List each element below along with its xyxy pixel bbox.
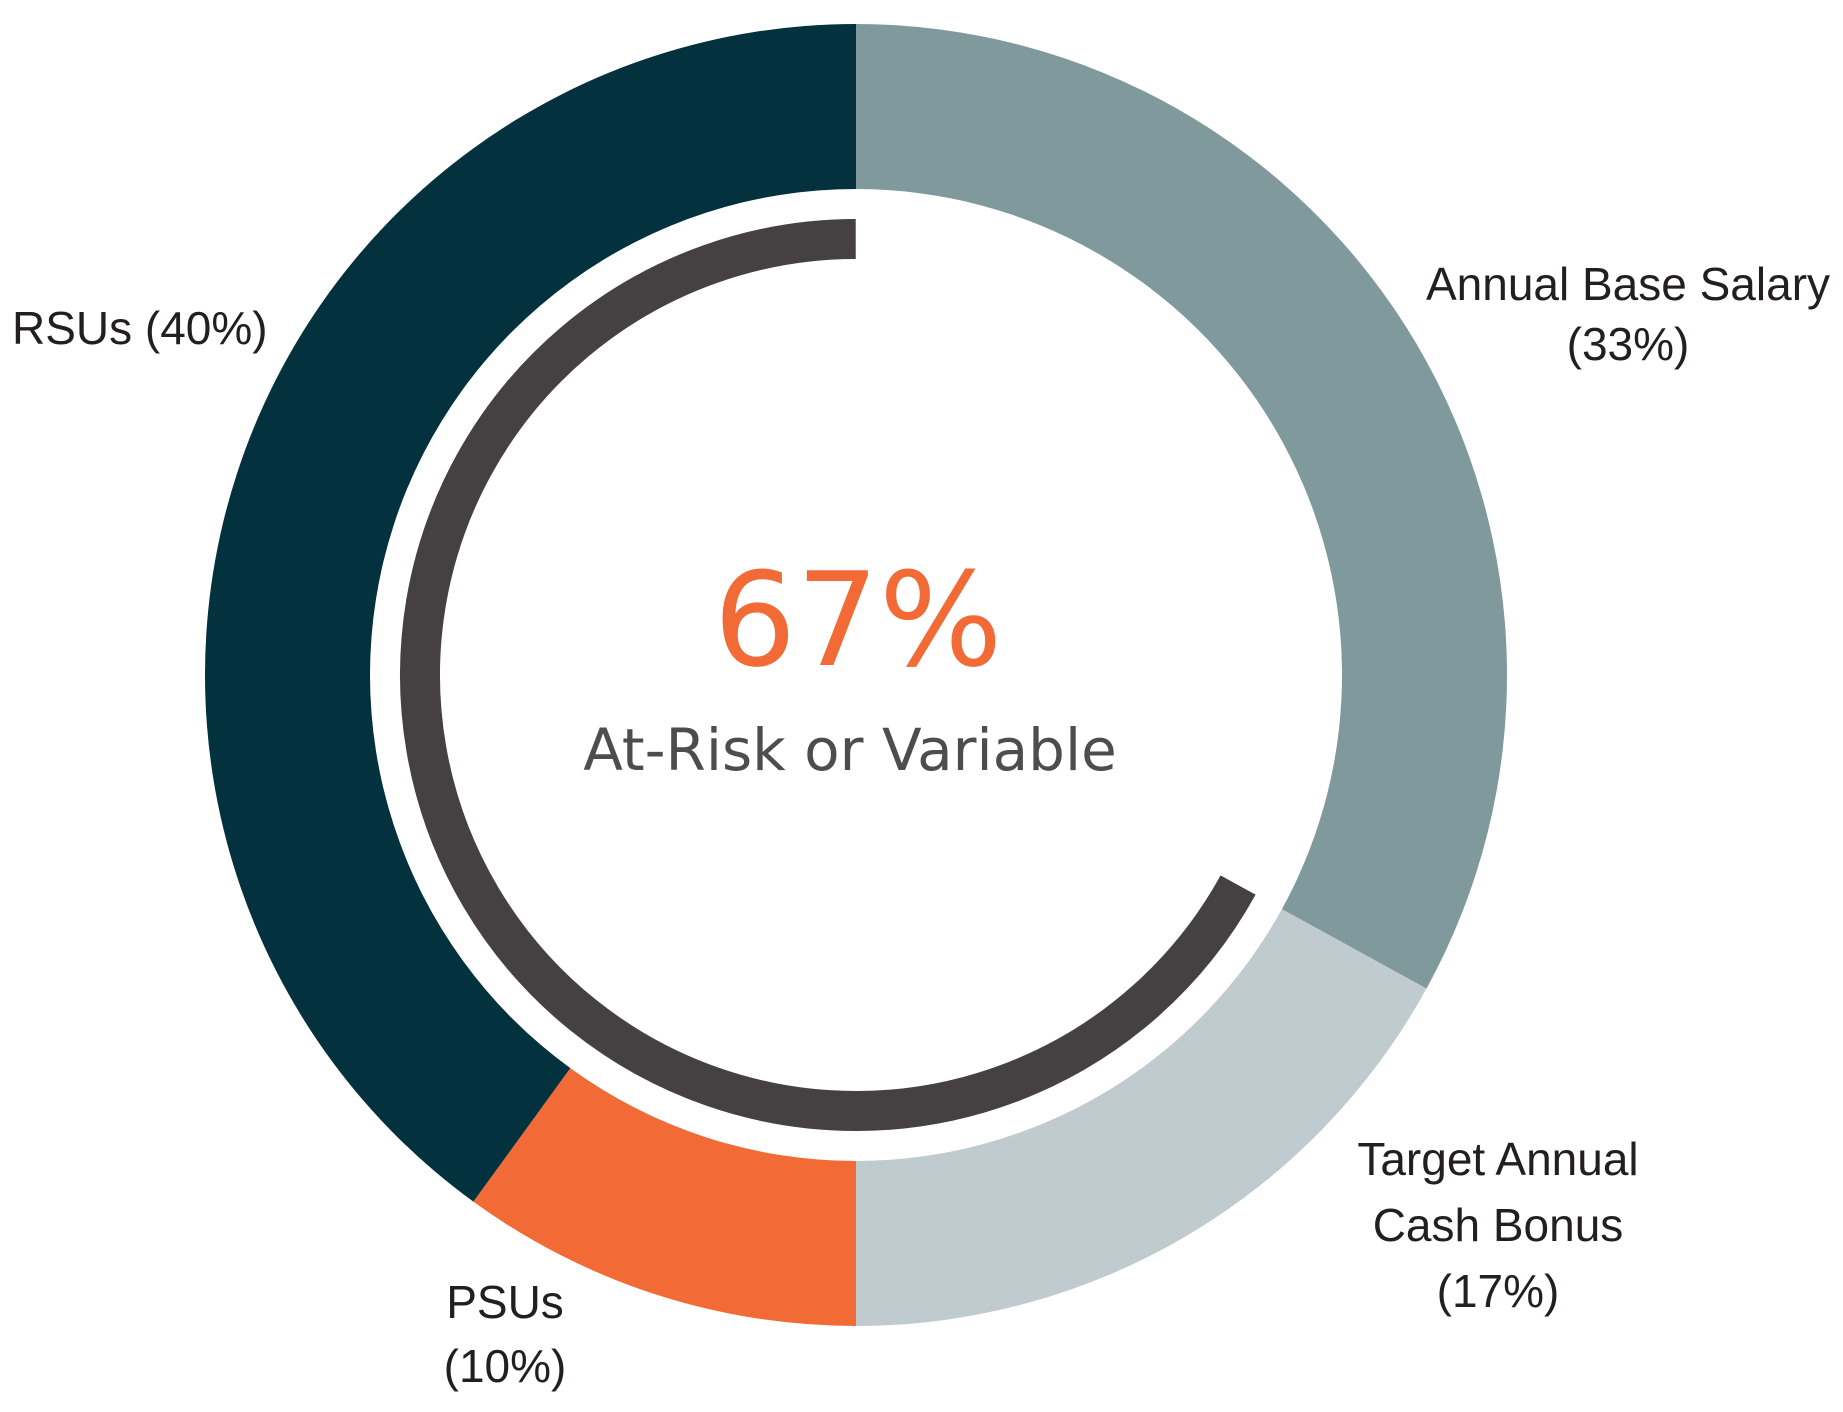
label-annual-base-salary: Annual Base Salary (33%) bbox=[1426, 258, 1830, 370]
label-annual-base-salary-line-2: (33%) bbox=[1567, 318, 1690, 370]
label-rsus: RSUs (40%) bbox=[12, 302, 268, 354]
label-target-annual-cash-bonus-line-3: (17%) bbox=[1437, 1265, 1560, 1317]
label-psus-line-1: PSUs bbox=[446, 1276, 564, 1328]
at-risk-arc bbox=[400, 219, 1256, 1131]
slice-rsus bbox=[204, 24, 856, 1202]
label-target-annual-cash-bonus-line-2: Cash Bonus bbox=[1373, 1199, 1624, 1251]
slice-psus bbox=[473, 1068, 856, 1326]
slice-labels: Annual Base Salary (33%) Target Annual Cash… bbox=[12, 258, 1830, 1392]
label-rsus-line-1: RSUs (40%) bbox=[12, 302, 268, 354]
label-target-annual-cash-bonus: Target Annual Cash Bonus (17%) bbox=[1357, 1133, 1638, 1317]
donut-slices bbox=[204, 24, 1508, 1326]
center-caption: At-Risk or Variable bbox=[583, 716, 1117, 784]
label-psus: PSUs (10%) bbox=[444, 1276, 567, 1392]
slice-annual-base-salary bbox=[856, 24, 1508, 989]
label-target-annual-cash-bonus-line-1: Target Annual bbox=[1357, 1133, 1638, 1185]
slice-target-annual-cash-bonus bbox=[856, 909, 1427, 1326]
label-annual-base-salary-line-1: Annual Base Salary bbox=[1426, 258, 1830, 310]
label-psus-line-2: (10%) bbox=[444, 1340, 567, 1392]
center-percentage: 67% bbox=[714, 544, 1003, 696]
